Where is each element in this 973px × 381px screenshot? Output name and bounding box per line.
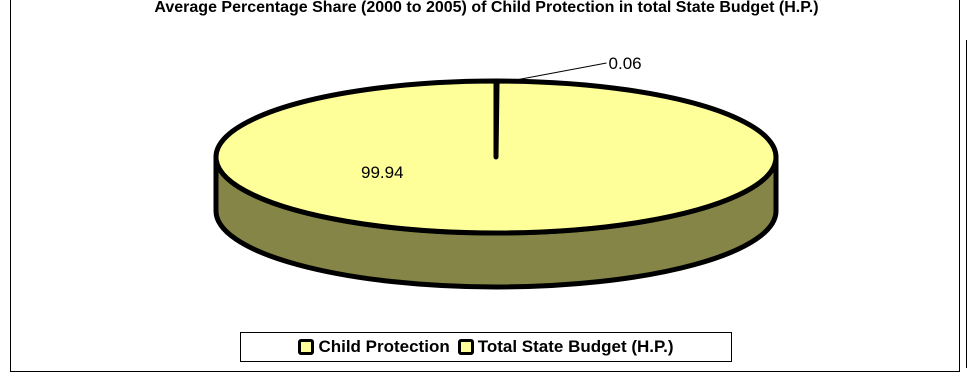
chart-frame — [10, 0, 960, 372]
legend-swatch-child-protection — [298, 339, 315, 355]
data-label-child-protection: 0.06 — [609, 54, 642, 73]
legend-swatch-total-state-budget — [457, 339, 474, 355]
legend-label-total-state-budget: Total State Budget (H.P.) — [477, 337, 674, 356]
chart-title: Average Percentage Share (2000 to 2005) … — [154, 0, 819, 16]
data-label-total-state-budget: 99.94 — [361, 163, 404, 182]
legend-item-child-protection: Child Protection — [298, 337, 450, 357]
legend: Child Protection Total State Budget (H.P… — [240, 332, 732, 362]
chart-frame-edge — [966, 40, 967, 368]
legend-label-child-protection: Child Protection — [318, 337, 450, 356]
pie-slice-total-state-budget — [213, 78, 779, 236]
data-label-leader-line — [496, 62, 607, 84]
legend-item-total-state-budget: Total State Budget (H.P.) — [457, 337, 674, 357]
